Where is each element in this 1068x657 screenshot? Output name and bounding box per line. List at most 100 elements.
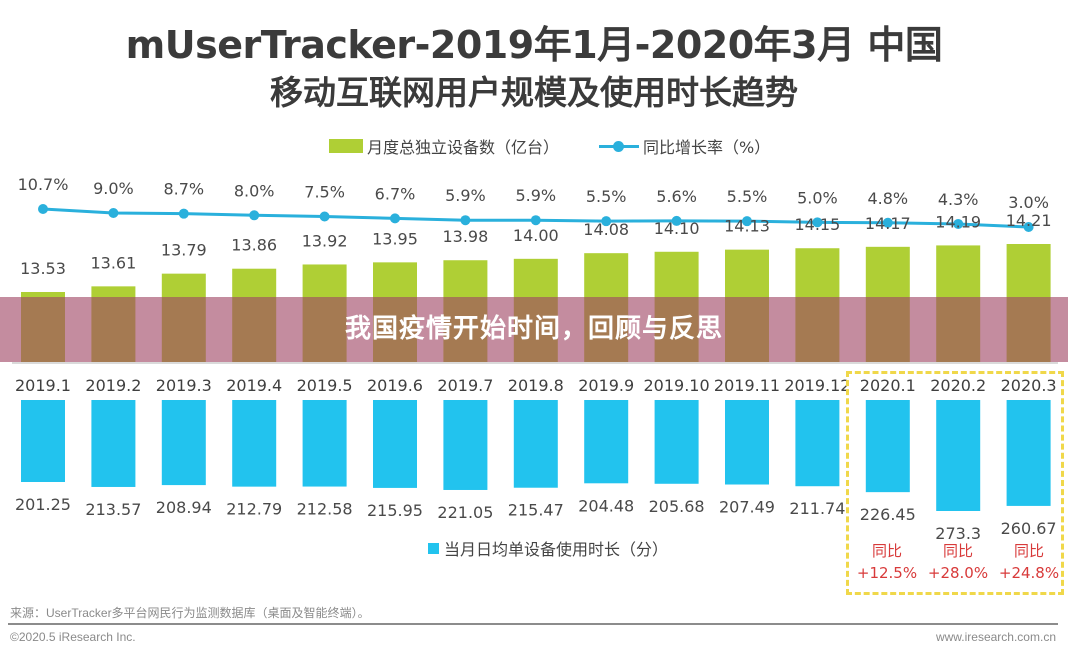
growth-point <box>601 216 612 227</box>
x-tick-label: 2019.4 <box>226 376 282 395</box>
growth-value-label: 10.7% <box>18 175 69 194</box>
devices-value-label: 14.08 <box>583 220 629 239</box>
usage-bar <box>584 400 629 484</box>
devices-value-label: 14.17 <box>865 214 911 233</box>
usage-bar <box>91 400 136 487</box>
usage-value-label: 221.05 <box>437 503 493 522</box>
usage-bar <box>302 400 347 487</box>
growth-point <box>460 215 471 226</box>
website-link[interactable]: www.iresearch.com.cn <box>935 630 1056 644</box>
copyright: ©2020.5 iResearch Inc. <box>10 630 136 644</box>
yoy-annotation: 同比 +28.0% <box>918 540 998 584</box>
usage-bar <box>373 400 417 488</box>
growth-point <box>742 216 752 227</box>
usage-value-label: 207.49 <box>719 498 775 517</box>
usage-bar <box>654 400 699 484</box>
legend-devices-label: 月度总独立设备数（亿台） <box>367 138 560 157</box>
usage-bar <box>1006 400 1051 506</box>
usage-bar <box>795 400 840 487</box>
usage-bar <box>513 400 558 488</box>
growth-point <box>390 213 400 224</box>
yoy-value: +24.8% <box>998 564 1060 582</box>
devices-value-label: 14.10 <box>654 219 700 238</box>
yoy-value: +12.5% <box>856 564 918 582</box>
yoy-label: 同比 <box>1013 542 1044 560</box>
footer-divider <box>8 623 1058 625</box>
x-tick-label: 2019.1 <box>15 376 71 395</box>
x-tick-label: 2019.7 <box>437 376 493 395</box>
source-note: 来源：UserTracker多平台网民行为监测数据库（桌面及智能终端）。 <box>10 606 370 620</box>
growth-point <box>812 217 823 228</box>
x-tick-label: 2019.12 <box>784 376 850 395</box>
growth-point <box>671 215 682 226</box>
growth-point <box>108 207 119 218</box>
legend-growth-line-icon <box>599 140 640 152</box>
usage-value-label: 212.58 <box>297 500 353 519</box>
x-tick-label: 2020.3 <box>1001 376 1057 395</box>
growth-point <box>178 208 189 219</box>
growth-value-label: 9.0% <box>93 179 134 198</box>
x-tick-label: 2019.6 <box>367 376 423 395</box>
overlay-banner-text: 我国疫情开始时间，回顾与反思 <box>344 314 723 344</box>
usage-value-label: 204.48 <box>578 496 634 515</box>
usage-value-label: 260.67 <box>1001 519 1057 538</box>
growth-value-label: 5.9% <box>515 186 556 205</box>
devices-value-label: 13.79 <box>161 241 207 260</box>
growth-value-label: 5.5% <box>727 187 768 206</box>
legend-usage-label: 当月日均单设备使用时长（分） <box>444 540 669 559</box>
usage-bar <box>232 400 277 487</box>
x-tick-label: 2019.10 <box>644 376 710 395</box>
usage-value-label: 205.68 <box>649 497 705 516</box>
growth-value-label: 8.7% <box>163 180 204 199</box>
devices-value-label: 13.53 <box>20 259 66 278</box>
x-tick-label: 2019.9 <box>578 376 634 395</box>
devices-value-label: 13.61 <box>90 253 136 272</box>
growth-point <box>1023 222 1034 232</box>
legend-bottom: 当月日均单设备使用时长（分） <box>428 536 668 560</box>
devices-value-label: 13.92 <box>302 231 348 250</box>
devices-value-label: 14.15 <box>794 215 840 234</box>
growth-value-label: 5.6% <box>656 187 697 206</box>
usage-value-label: 208.94 <box>156 498 212 517</box>
growth-value-label: 3.0% <box>1008 193 1049 212</box>
growth-point <box>953 218 964 229</box>
growth-value-label: 5.9% <box>445 186 486 205</box>
devices-value-label: 14.00 <box>513 226 559 245</box>
x-tick-label: 2019.8 <box>508 376 564 395</box>
yoy-annotation: 同比 +24.8% <box>989 540 1068 584</box>
growth-value-label: 6.7% <box>375 184 416 203</box>
usage-bar <box>161 400 206 486</box>
chart-title-line1: mUserTracker-2019年1月-2020年3月 中国 <box>125 23 943 67</box>
devices-value-label: 13.98 <box>442 227 488 246</box>
devices-value-label: 14.19 <box>935 212 981 231</box>
growth-value-label: 4.8% <box>867 189 908 208</box>
usage-bar <box>865 400 910 493</box>
usage-value-label: 215.47 <box>508 501 564 520</box>
devices-value-label: 13.86 <box>231 236 277 255</box>
x-tick-label: 2020.1 <box>860 376 916 395</box>
growth-point <box>38 204 48 214</box>
usage-value-label: 213.57 <box>85 500 141 519</box>
growth-point <box>319 211 330 222</box>
yoy-label: 同比 <box>871 542 902 560</box>
usage-value-label: 201.25 <box>15 495 71 514</box>
usage-value-label: 212.79 <box>226 500 282 519</box>
devices-value-label: 13.95 <box>372 229 418 248</box>
overlay-banner <box>0 297 1068 362</box>
highlight-box-2020 <box>846 371 1064 595</box>
devices-value-label: 14.13 <box>724 217 770 236</box>
usage-bar <box>725 400 769 485</box>
growth-point <box>530 215 541 226</box>
legend-top: 月度总独立设备数（亿台） 同比增长率（%） <box>329 134 770 158</box>
growth-point <box>249 210 260 221</box>
growth-line <box>38 204 1034 232</box>
yoy-label: 同比 <box>942 542 973 560</box>
chart-title-line2: 移动互联网用户规模及使用时长趋势 <box>270 73 798 112</box>
yoy-value: +28.0% <box>927 564 989 582</box>
growth-point <box>882 217 893 228</box>
growth-value-label: 7.5% <box>304 182 345 201</box>
data-labels: 13.53 10.7% 2019.1 201.25 13.61 9.0% 2019.2 213… <box>15 175 1057 543</box>
usage-bar <box>443 400 488 490</box>
usage-bar <box>21 400 65 482</box>
usage-bar <box>936 400 981 511</box>
